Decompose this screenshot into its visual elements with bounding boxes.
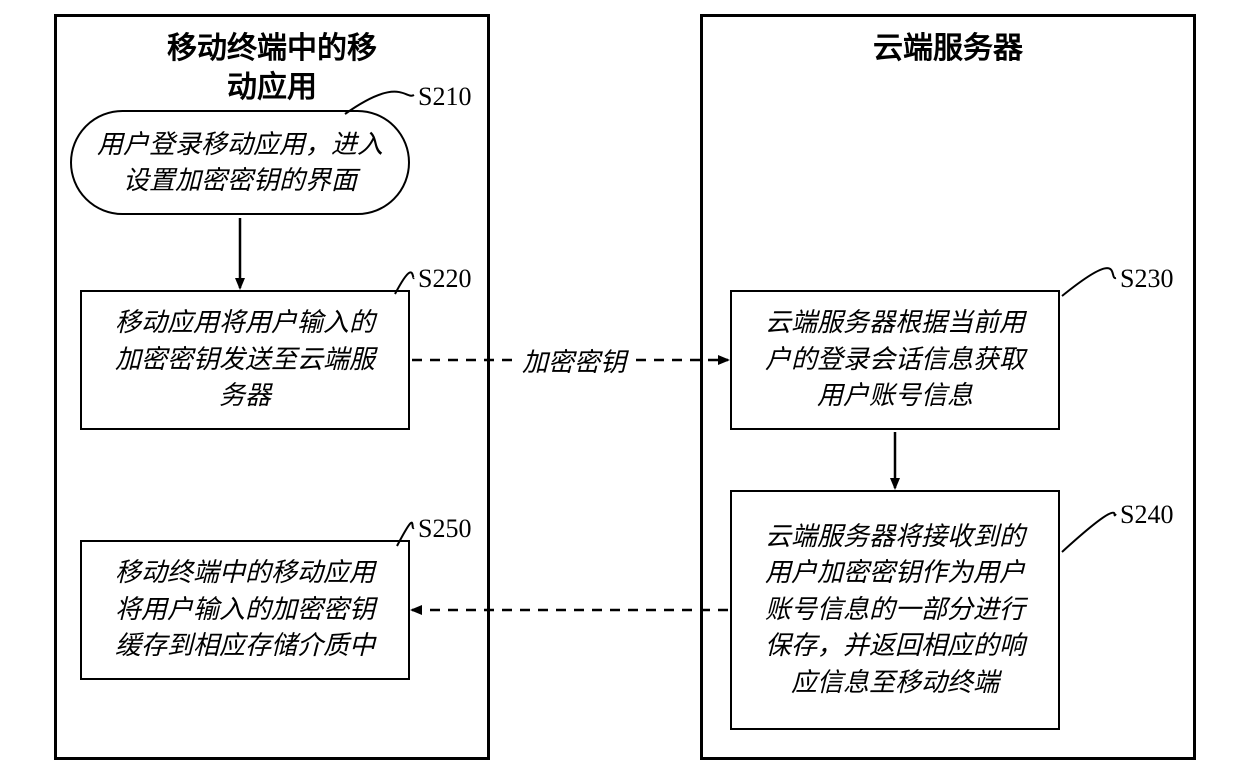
step-label-s230: S230 (1120, 264, 1173, 294)
node-s220: 移动应用将用户输入的 加密密钥发送至云端服 务器 (80, 290, 410, 430)
node-s240: 云端服务器将接收到的 用户加密密钥作为用户 账号信息的一部分进行 保存，并返回相… (730, 490, 1060, 730)
right-container-title: 云端服务器 (703, 29, 1193, 68)
step-label-s220: S220 (418, 264, 471, 294)
node-s230: 云端服务器根据当前用 户的登录会话信息获取 用户账号信息 (730, 290, 1060, 430)
step-label-s240: S240 (1120, 500, 1173, 530)
node-s210: 用户登录移动应用，进入 设置加密密钥的界面 (70, 110, 410, 215)
node-s250: 移动终端中的移动应用 将用户输入的加密密钥 缓存到相应存储介质中 (80, 540, 410, 680)
edge-label-encryption-key: 加密密钥 (520, 342, 628, 379)
step-label-s250: S250 (418, 514, 471, 544)
step-label-s210: S210 (418, 82, 471, 112)
